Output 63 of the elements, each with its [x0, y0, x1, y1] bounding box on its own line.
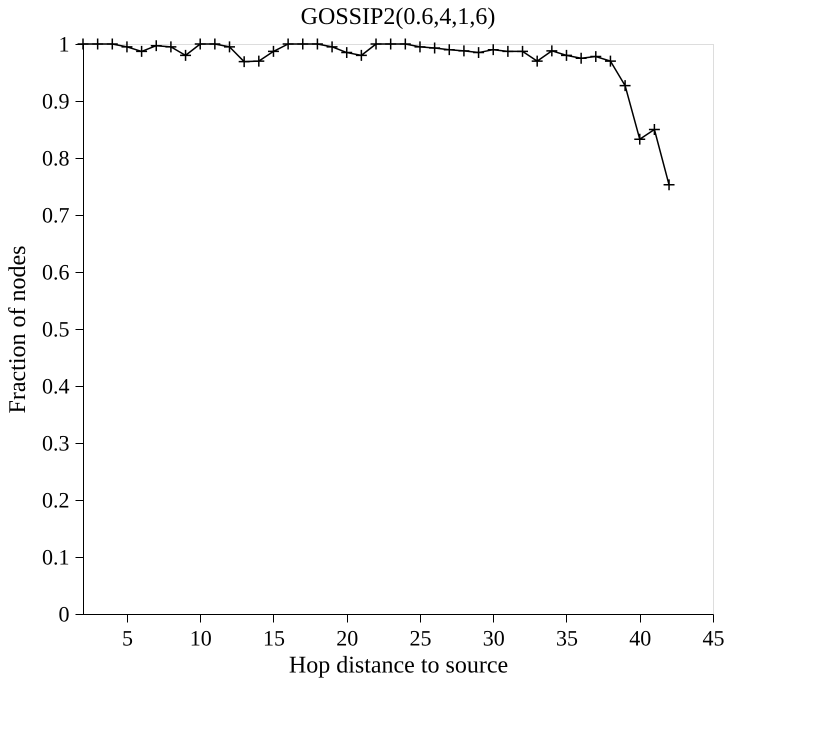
point	[443, 43, 456, 56]
point	[530, 54, 544, 68]
y-tick-label: 0	[58, 602, 70, 626]
point	[311, 38, 324, 50]
point	[370, 38, 382, 50]
y-tick-label: 0.2	[42, 488, 70, 512]
y-axis-title: Fraction of nodes	[5, 246, 31, 414]
point	[135, 45, 148, 58]
y-tick-label: 1	[58, 32, 70, 56]
x-tick-label: 15	[262, 626, 285, 650]
point	[502, 45, 514, 58]
y-tick-label: 0.1	[42, 544, 70, 570]
point	[618, 79, 632, 92]
point	[546, 44, 558, 58]
point	[340, 46, 353, 59]
point	[590, 50, 602, 63]
point	[428, 42, 441, 54]
point	[267, 45, 280, 58]
point	[120, 40, 134, 54]
x-tick-label: 30	[482, 626, 505, 650]
x-tick-label: 45	[702, 626, 724, 650]
point	[574, 52, 588, 64]
y-tick-label: 0.8	[42, 146, 70, 170]
x-tick-label: 20	[336, 626, 358, 650]
point	[326, 40, 338, 54]
x-axis-title: Hop distance to source	[288, 652, 508, 678]
x-tick-label: 25	[409, 626, 432, 650]
point	[296, 38, 309, 50]
point	[458, 44, 470, 58]
point	[560, 49, 573, 62]
point	[384, 38, 397, 50]
point	[648, 123, 661, 136]
point	[238, 55, 250, 68]
point	[399, 38, 412, 50]
point	[604, 54, 617, 68]
point	[223, 40, 236, 54]
point	[164, 40, 178, 54]
x-tick-label: 40	[629, 626, 652, 650]
point	[91, 38, 104, 50]
point	[252, 54, 266, 68]
y-tick-label: 0.3	[42, 430, 70, 456]
point	[634, 132, 646, 146]
y-tick-label: 0.6	[42, 260, 70, 284]
point	[516, 45, 529, 58]
point	[414, 40, 426, 54]
point	[487, 43, 500, 56]
x-tick-label: 5	[122, 626, 133, 650]
point	[662, 178, 676, 192]
point	[355, 49, 368, 62]
point	[472, 46, 485, 59]
x-tick-label: 10	[190, 626, 212, 650]
point	[179, 49, 192, 62]
point	[150, 39, 162, 52]
y-tick-label: 0.9	[42, 88, 70, 114]
y-tick-label: 0.4	[42, 374, 70, 398]
point	[282, 38, 294, 50]
chart-title: GOSSIP2(0.6,4,1,6)	[300, 4, 496, 30]
point	[208, 38, 222, 50]
y-tick-label: 0.5	[42, 316, 70, 342]
x-tick-label: 35	[556, 626, 578, 650]
point	[106, 38, 119, 50]
y-tick-label: 0.7	[42, 202, 70, 228]
point	[194, 38, 206, 50]
